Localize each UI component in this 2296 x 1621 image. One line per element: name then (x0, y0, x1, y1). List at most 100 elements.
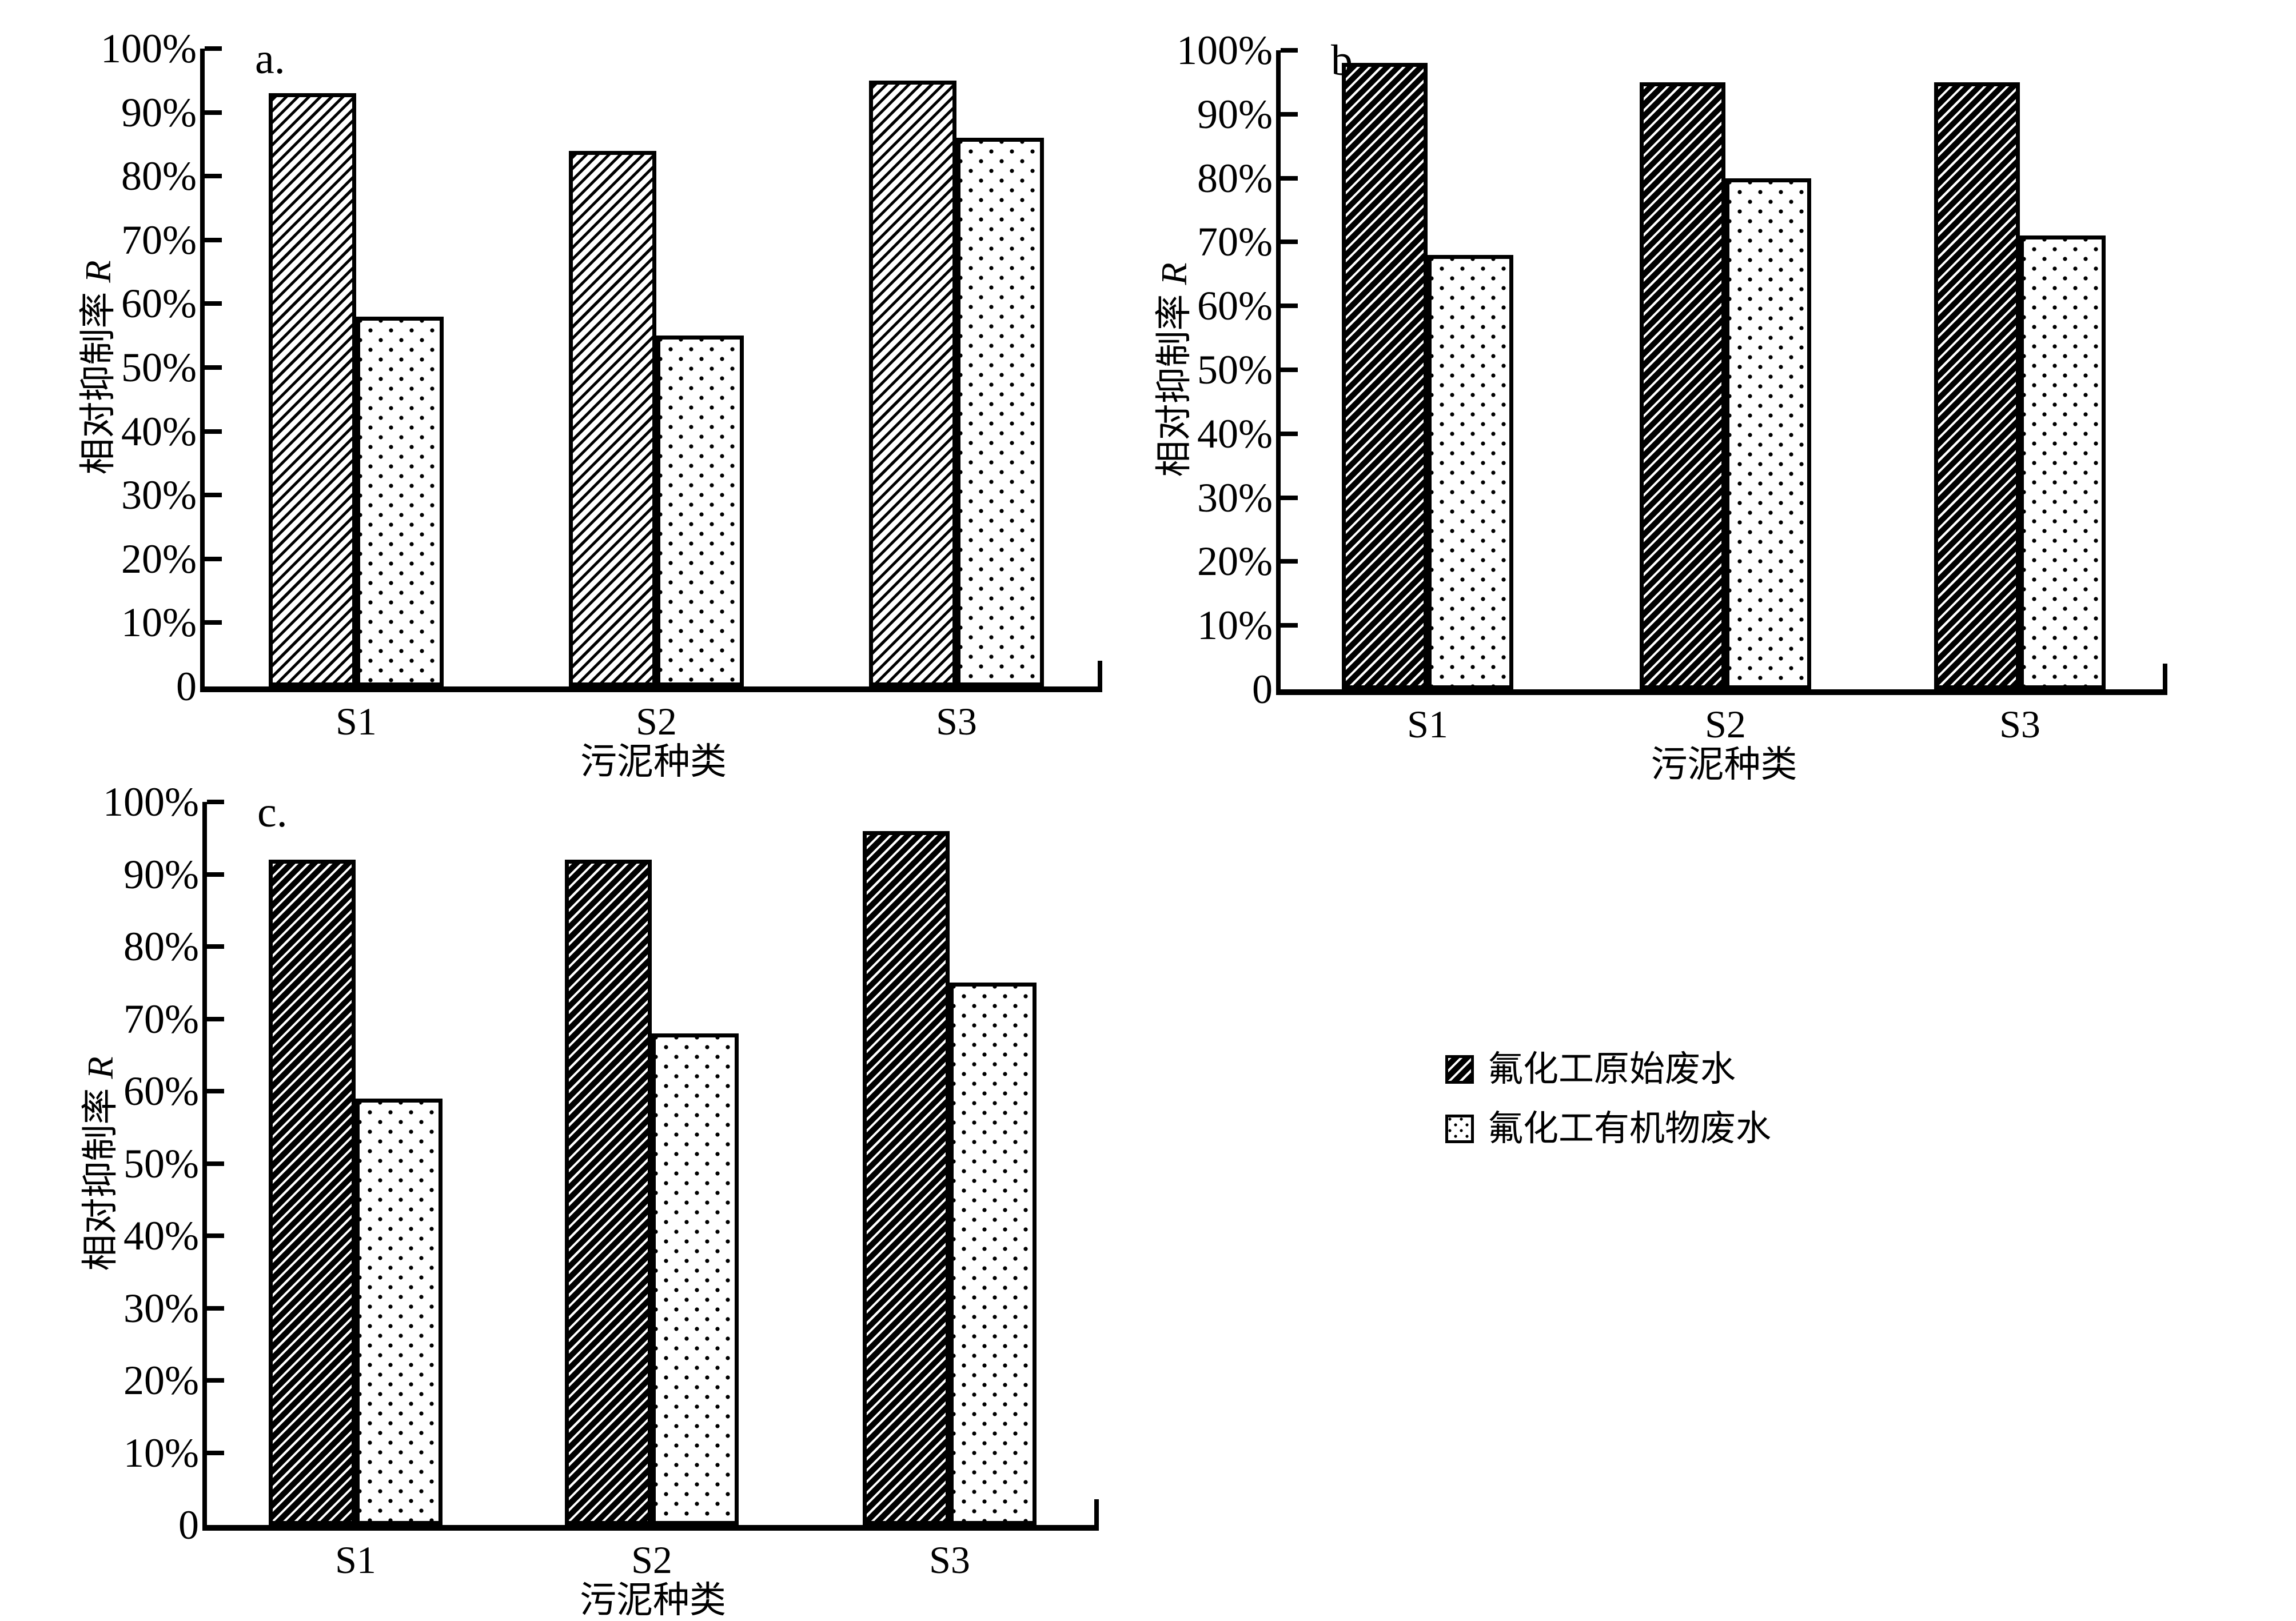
legend: 氟化工原始废水 氟化工有机物废水 (1445, 1051, 1771, 1169)
y-tick-label: 100% (1177, 27, 1273, 73)
x-category-label: S3 (1999, 702, 2040, 746)
y-tick (205, 429, 222, 434)
y-tick-label: 50% (121, 345, 197, 390)
y-tick-label: 10% (121, 600, 197, 646)
y-tick-label: 100% (101, 26, 197, 71)
bar-b-S1-series1 (1342, 63, 1428, 689)
y-tick-label: 70% (121, 217, 197, 263)
y-tick (205, 237, 222, 242)
x-category-label: S1 (1407, 702, 1448, 746)
x-category-label: S1 (335, 1538, 376, 1582)
x-axis-title: 污泥种类 (580, 1580, 726, 1620)
y-tick (1281, 559, 1298, 564)
y-tick-label: 70% (1197, 219, 1273, 265)
y-tick-label: 80% (121, 153, 197, 199)
x-axis-line (202, 1525, 1099, 1531)
y-tick-label: 80% (1197, 155, 1273, 201)
y-axis-title: 相对抑制率 R (78, 260, 119, 474)
y-axis-title-variable: R (80, 1056, 121, 1088)
y-tick-label: 30% (121, 472, 197, 518)
y-axis-title-text: 相对抑制率 (1154, 294, 1194, 477)
y-tick (1281, 431, 1298, 436)
y-axis-title-text: 相对抑制率 (78, 292, 118, 475)
y-tick-label: 90% (123, 851, 199, 897)
y-tick-label: 60% (123, 1068, 199, 1114)
x-category-label: S2 (636, 700, 677, 743)
bar-c-S2-series1 (565, 860, 652, 1525)
bar-c-S1-series2 (356, 1099, 443, 1525)
y-axis-title: 相对抑制率 R (1154, 262, 1195, 477)
legend-item-organic-wastewater: 氟化工有机物废水 (1445, 1110, 1771, 1148)
y-tick-label: 60% (1197, 283, 1273, 329)
y-tick-label: 50% (1197, 347, 1273, 393)
bar-c-S2-series2 (652, 1033, 739, 1525)
y-tick-label: 40% (1197, 410, 1273, 457)
x-axis-end-tick (2163, 664, 2167, 689)
bar-a-S3-series2 (956, 138, 1044, 686)
y-tick (207, 1161, 224, 1166)
y-tick (1281, 111, 1298, 117)
y-tick-label: 50% (123, 1140, 199, 1187)
y-tick (207, 1378, 224, 1383)
y-tick-label: 10% (123, 1430, 199, 1476)
panel-label-b: b. (1331, 37, 1364, 85)
y-tick (207, 1089, 224, 1093)
y-tick (207, 800, 224, 804)
x-axis-end-tick (1094, 1499, 1099, 1525)
bar-c-S3-series2 (950, 983, 1037, 1525)
x-axis-title: 污泥种类 (580, 741, 727, 782)
y-tick-label: 20% (121, 536, 197, 582)
bar-b-S1-series2 (1428, 255, 1513, 689)
y-tick (205, 174, 222, 179)
y-tick-label: 20% (123, 1358, 199, 1403)
y-tick (1281, 48, 1298, 53)
bar-a-S2-series1 (569, 151, 656, 686)
legend-label: 氟化工有机物废水 (1488, 1109, 1772, 1148)
y-tick (1281, 495, 1298, 500)
y-axis-line (202, 802, 207, 1531)
panel-label-a: a. (255, 35, 285, 83)
bar-b-S3-series2 (2020, 235, 2106, 689)
y-tick (1281, 239, 1298, 245)
x-axis-end-tick (1098, 661, 1102, 686)
x-category-label: S2 (631, 1538, 672, 1582)
legend-label: 氟化工原始废水 (1488, 1050, 1736, 1089)
y-tick-label: 10% (1197, 602, 1273, 649)
y-tick-label: 80% (123, 924, 199, 969)
y-tick-label: 0 (178, 1502, 199, 1548)
y-tick (1281, 368, 1298, 372)
y-tick-label: 40% (121, 408, 197, 454)
y-tick (205, 46, 222, 51)
bar-c-S1-series1 (269, 860, 356, 1525)
y-tick (205, 556, 222, 561)
y-axis-title-variable: R (1154, 262, 1194, 294)
y-axis-title-variable: R (78, 260, 118, 292)
x-axis-line (200, 686, 1102, 692)
y-tick (207, 1016, 224, 1021)
x-axis-title: 污泥种类 (1651, 744, 1797, 785)
y-tick-label: 20% (1197, 538, 1273, 585)
y-tick (207, 872, 224, 877)
panel-label-c: c. (257, 788, 288, 836)
y-axis-title-text: 相对抑制率 (80, 1088, 121, 1271)
y-tick (205, 620, 222, 625)
y-tick (205, 110, 222, 115)
bar-a-S1-series1 (269, 93, 356, 686)
bar-c-S3-series1 (863, 831, 950, 1525)
y-tick (207, 944, 224, 949)
x-axis-line (1276, 689, 2167, 695)
y-axis-title: 相对抑制率 R (80, 1056, 121, 1271)
y-tick (207, 1450, 224, 1455)
y-tick-label: 70% (123, 996, 199, 1042)
legend-item-raw-wastewater: 氟化工原始废水 (1445, 1051, 1771, 1088)
y-tick-label: 0 (1252, 666, 1273, 712)
y-tick (1281, 304, 1298, 309)
x-category-label: S3 (936, 700, 977, 743)
y-axis-line (1276, 50, 1281, 695)
y-tick (1281, 623, 1298, 628)
y-tick-label: 60% (121, 281, 197, 327)
y-tick-label: 30% (1197, 474, 1273, 521)
y-tick (207, 1305, 224, 1311)
bar-a-S1-series2 (356, 317, 444, 686)
